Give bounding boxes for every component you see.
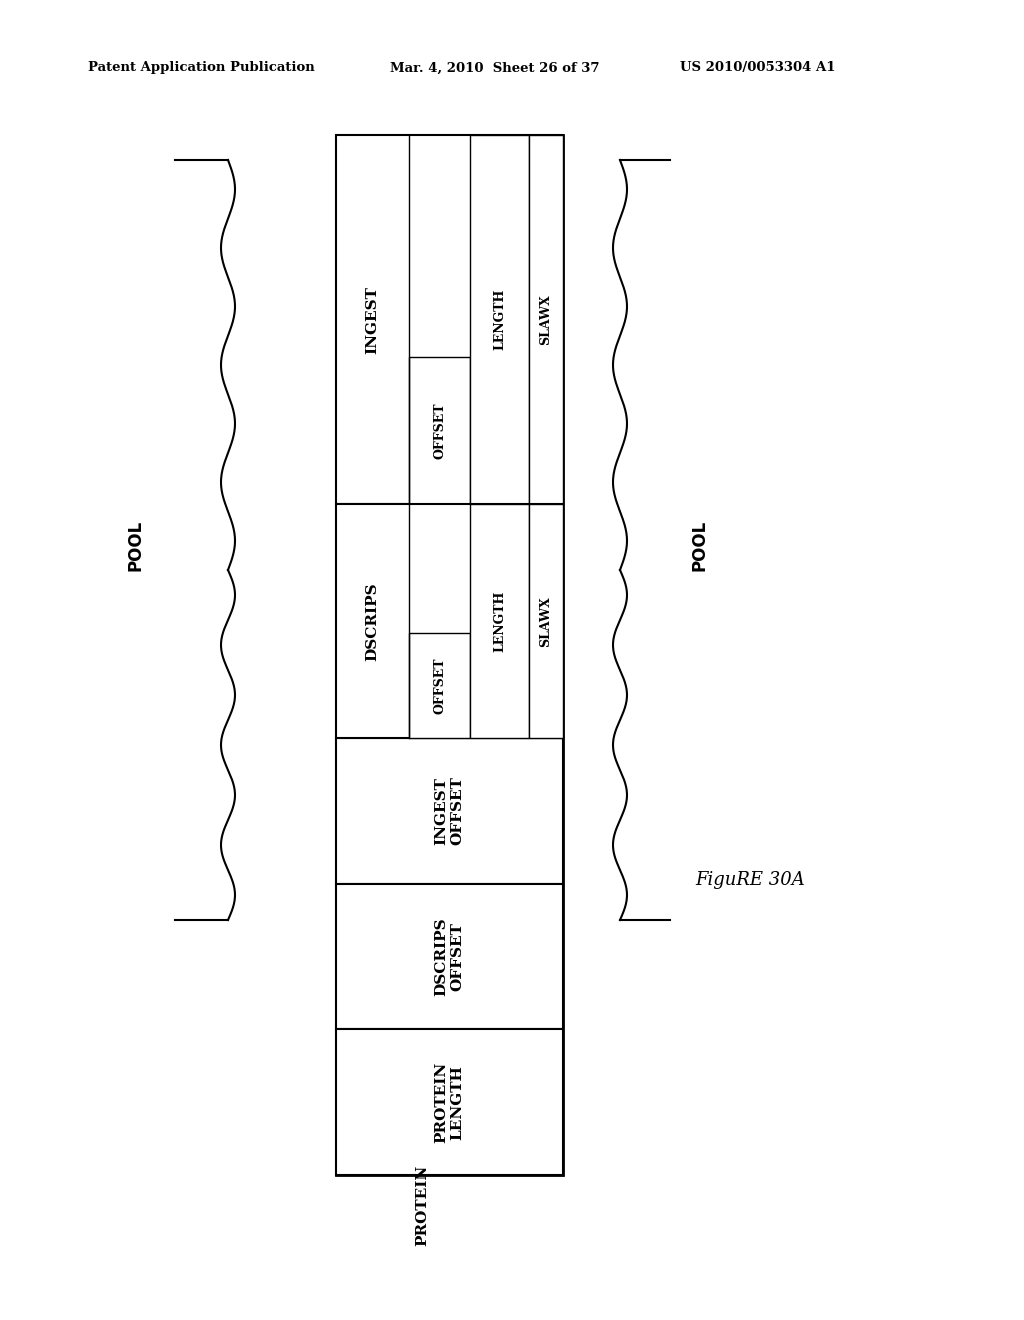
Text: DSCRIPS: DSCRIPS <box>366 582 379 660</box>
Bar <box>336 504 563 738</box>
Bar <box>336 135 563 1175</box>
Bar <box>529 504 563 738</box>
Bar <box>336 1030 563 1175</box>
Text: PROTEIN: PROTEIN <box>416 1164 429 1246</box>
Bar <box>409 632 470 738</box>
Bar <box>409 356 470 504</box>
Text: SLAWX: SLAWX <box>540 595 553 647</box>
Bar <box>529 135 563 504</box>
Text: Mar. 4, 2010  Sheet 26 of 37: Mar. 4, 2010 Sheet 26 of 37 <box>390 62 599 74</box>
Text: Patent Application Publication: Patent Application Publication <box>88 62 314 74</box>
Text: PROTEIN
LENGTH: PROTEIN LENGTH <box>434 1061 465 1143</box>
Text: POOL: POOL <box>691 519 709 570</box>
Bar <box>336 738 563 884</box>
Text: OFFSET: OFFSET <box>433 657 446 714</box>
Bar <box>336 884 563 1030</box>
Text: OFFSET: OFFSET <box>433 403 446 458</box>
Text: SLAWX: SLAWX <box>540 294 553 345</box>
Text: DSCRIPS
OFFSET: DSCRIPS OFFSET <box>434 917 465 995</box>
Text: INGEST
OFFSET: INGEST OFFSET <box>434 776 465 845</box>
Text: FiguRE 30A: FiguRE 30A <box>695 871 805 888</box>
Text: US 2010/0053304 A1: US 2010/0053304 A1 <box>680 62 836 74</box>
Bar <box>470 135 529 504</box>
Bar <box>470 504 529 738</box>
Text: INGEST: INGEST <box>366 285 379 354</box>
Bar <box>336 135 563 504</box>
Text: LENGTH: LENGTH <box>494 289 506 350</box>
Text: LENGTH: LENGTH <box>494 590 506 652</box>
Text: POOL: POOL <box>126 519 144 570</box>
